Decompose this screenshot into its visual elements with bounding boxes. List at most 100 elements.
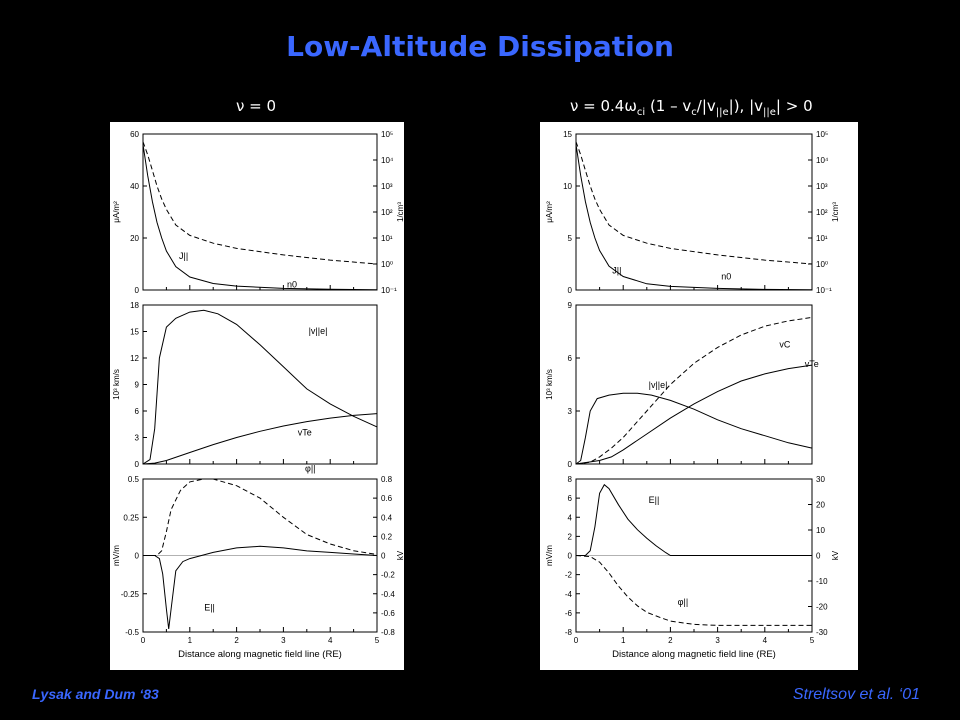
left-bottom-ytick-right-label: -0.8 — [381, 628, 395, 637]
right-top-ytick-right-label: 10³ — [816, 182, 828, 191]
left-condition: ν = 0 — [236, 97, 277, 115]
left-middle-ytick-label: 9 — [135, 381, 140, 390]
left-bottom-xtick-label: 2 — [234, 636, 239, 645]
right-middle-series-vTe — [575, 364, 813, 465]
right-top-ylabel-right: 1/cm³ — [831, 202, 840, 222]
right-bottom-xtick-label: 0 — [574, 636, 579, 645]
left-bottom-ytick-right-label: -0.6 — [381, 609, 395, 618]
left-top-series-J — [142, 144, 378, 291]
right-figure — [540, 122, 858, 670]
left-bottom-series-label: φ|| — [305, 463, 316, 473]
left-top-ytick-label: 0 — [135, 286, 140, 295]
left-bottom-ytick-label: -0.5 — [125, 628, 139, 637]
right-bottom-ytick-right-label: 0 — [816, 552, 821, 561]
left-top-ytick-label: 20 — [130, 234, 139, 243]
left-top-ytick-right-label: 10⁰ — [381, 260, 393, 269]
right-bottom-xtick-label: 1 — [621, 636, 626, 645]
right-bottom-ytick-label: -2 — [565, 571, 573, 580]
left-bottom-xtick-label: 4 — [328, 636, 333, 645]
left-top-series-label: J|| — [179, 251, 188, 261]
left-bottom-ytick-right-label: -0.2 — [381, 571, 395, 580]
right-bottom-ytick-label: 0 — [568, 552, 573, 561]
left-bottom-ytick-right-label: 0.8 — [381, 475, 393, 484]
left-bottom-ytick-label: -0.25 — [121, 590, 140, 599]
left-bottom-ytick-right-label: 0.6 — [381, 494, 393, 503]
right-top-ytick-label: 10 — [563, 182, 572, 191]
left-top-ytick-right-label: 10² — [381, 208, 393, 217]
left-top-series-label: n0 — [287, 279, 297, 289]
right-middle-ytick-label: 3 — [568, 407, 573, 416]
right-bottom-ytick-label: 4 — [568, 513, 573, 522]
right-bottom-series- — [575, 555, 812, 626]
right-top-series-label: J|| — [612, 265, 621, 275]
right-bottom-ytick-label: -4 — [565, 590, 573, 599]
left-top-ytick-right-label: 10³ — [381, 182, 393, 191]
right-top-ytick-right-label: 10⁰ — [816, 260, 828, 269]
left-middle-series-vTe — [142, 413, 378, 465]
right-top-series-n0 — [575, 141, 813, 265]
left-bottom-series- — [143, 478, 378, 556]
left-top-ytick-label: 40 — [130, 182, 139, 191]
left-bottom-xlabel: Distance along magnetic field line (RE) — [178, 649, 342, 660]
right-top-ylabel: μA/m² — [545, 201, 554, 223]
left-top-ytick-right-label: 10⁻¹ — [381, 286, 397, 295]
right-bottom-ytick-label: 8 — [568, 475, 573, 484]
right-middle-ylabel: 10³ km/s — [545, 369, 554, 400]
left-bottom-ytick-right-label: 0.2 — [381, 532, 393, 541]
left-bottom-ytick-label: 0.25 — [123, 513, 139, 522]
right-middle-series-ve — [575, 392, 813, 465]
left-middle-ytick-label: 18 — [130, 301, 139, 310]
right-bottom-ytick-right-label: -20 — [816, 603, 828, 612]
right-condition: ν = 0.4ωci (1 – vc/|v||e|), |v||e| > 0 — [570, 97, 813, 118]
right-top-series-label: n0 — [721, 272, 731, 282]
right-middle-ytick-label: 6 — [568, 354, 573, 363]
slide-title: Low-Altitude Dissipation — [286, 30, 674, 63]
right-bottom-ytick-label: 6 — [568, 494, 573, 503]
right-bottom-ylabel-right: kV — [831, 550, 840, 560]
left-middle-ytick-label: 6 — [135, 407, 140, 416]
right-bottom-ytick-right-label: 20 — [816, 501, 825, 510]
right-bottom-ytick-label: 2 — [568, 532, 573, 541]
right-middle-series-label: |v||e| — [649, 380, 668, 390]
right-bottom-ytick-label: -8 — [565, 628, 573, 637]
right-top-series-J — [575, 144, 813, 291]
left-bottom-xtick-label: 5 — [375, 636, 380, 645]
right-top-ytick-right-label: 10⁴ — [816, 156, 829, 165]
right-middle-series-label: vC — [779, 339, 791, 349]
left-top-ylabel-right: 1/cm³ — [396, 202, 405, 222]
left-bottom-ylabel: mV/m — [112, 545, 121, 566]
left-bottom-ytick-label: 0 — [135, 552, 140, 561]
left-bottom-ytick-right-label: -0.4 — [381, 590, 395, 599]
right-bottom-ytick-right-label: 30 — [816, 475, 825, 484]
right-middle-series-label: vTe — [805, 359, 819, 369]
right-bottom-series-E — [576, 483, 812, 556]
right-bottom-ytick-right-label: 10 — [816, 526, 825, 535]
right-bottom-ytick-right-label: -30 — [816, 628, 828, 637]
left-middle-ytick-label: 15 — [130, 328, 139, 337]
left-bottom-ylabel-right: kV — [396, 550, 405, 560]
right-top-ytick-label: 0 — [568, 286, 573, 295]
left-top-ytick-right-label: 10⁴ — [381, 156, 394, 165]
left-middle-ytick-label: 12 — [130, 354, 139, 363]
right-middle-ytick-label: 9 — [568, 301, 573, 310]
left-middle-frame — [142, 304, 378, 465]
right-top-ytick-right-label: 10² — [816, 208, 828, 217]
left-bottom-series-label: E|| — [204, 603, 215, 613]
left-bottom-ytick-label: 0.5 — [128, 475, 140, 484]
right-bottom-xtick-label: 5 — [810, 636, 815, 645]
right-bottom-ylabel: mV/m — [545, 545, 554, 566]
left-bottom-xtick-label: 1 — [188, 636, 193, 645]
left-middle-series-label: |v||e| — [309, 326, 328, 336]
right-middle-series-vC — [575, 316, 813, 465]
right-bottom-ytick-right-label: -10 — [816, 577, 828, 586]
left-top-ytick-right-label: 10⁵ — [381, 130, 393, 139]
right-bottom-xtick-label: 3 — [715, 636, 720, 645]
left-bottom-ytick-right-label: 0 — [381, 552, 386, 561]
right-bottom-xtick-label: 2 — [668, 636, 673, 645]
citation-left: Lysak and Dum ‘83 — [32, 686, 159, 702]
left-top-ytick-label: 60 — [130, 130, 139, 139]
left-middle-series-label: vTe — [298, 428, 312, 438]
left-bottom-xtick-label: 0 — [141, 636, 146, 645]
left-middle-ytick-label: 3 — [135, 434, 140, 443]
